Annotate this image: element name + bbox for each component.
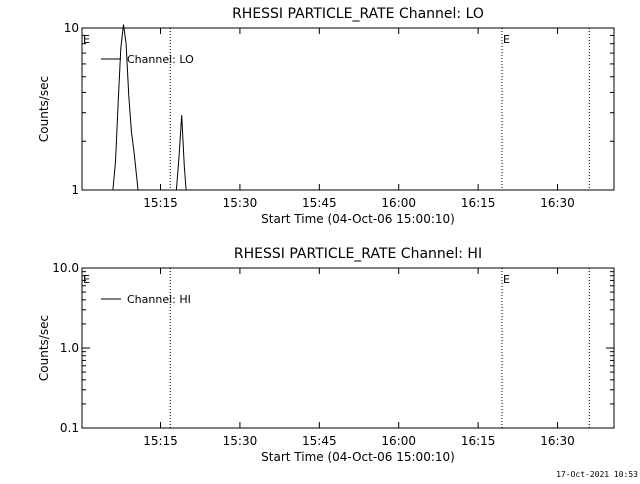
panel1-marker-label: E	[83, 33, 90, 46]
panel2-y-tick-label: 10.0	[52, 261, 79, 275]
panel1-title: RHESSI PARTICLE_RATE Channel: LO	[232, 6, 484, 22]
panel2-y-tick-label: 1.0	[60, 341, 79, 355]
panel1-x-tick-label: 16:00	[381, 196, 416, 210]
panel1-plot-frame	[81, 27, 615, 191]
panel1-y-axis-label: Counts/sec	[37, 76, 51, 142]
panel2-x-axis-label: Start Time (04-Oct-06 15:00:10)	[261, 450, 455, 464]
panel2-x-tick-label: 16:30	[540, 434, 575, 448]
panel1-x-tick-label: 15:30	[223, 196, 258, 210]
panel2-x-tick-label: 15:30	[223, 434, 258, 448]
panel2-y-tick-label: 0.1	[60, 421, 79, 435]
panel1-series-line	[112, 24, 139, 191]
panel1-y-tick-label: 10	[64, 21, 79, 35]
panel2-x-tick-label: 15:15	[143, 434, 178, 448]
panel2-x-tick-label: 16:00	[381, 434, 416, 448]
panel2-marker-label: E	[83, 273, 90, 286]
panel1-legend-label: Channel: LO	[127, 53, 194, 66]
panel1-y-tick-label: 1	[71, 183, 79, 197]
panel1-x-tick-label: 16:30	[540, 196, 575, 210]
panel1-x-tick-label: 15:15	[143, 196, 178, 210]
panel2-y-axis-label: Counts/sec	[37, 315, 51, 381]
panel1-series-line	[175, 115, 187, 191]
panel2-plot-frame	[81, 267, 615, 429]
panel1-x-axis-label: Start Time (04-Oct-06 15:00:10)	[261, 212, 455, 226]
generation-timestamp: 17-Oct-2021 10:53	[556, 470, 638, 479]
panel2: RHESSI PARTICLE_RATE Channel: HI Start Ti…	[37, 246, 615, 464]
panel1-marker-label: E	[503, 33, 510, 46]
panel1: RHESSI PARTICLE_RATE Channel: LO Start Ti…	[37, 6, 615, 226]
panel2-marker-label: E	[503, 273, 510, 286]
panel2-x-tick-label: 15:45	[302, 434, 337, 448]
panel2-title: RHESSI PARTICLE_RATE Channel: HI	[234, 246, 482, 262]
panel1-x-tick-label: 15:45	[302, 196, 337, 210]
panel2-x-tick-label: 16:15	[461, 434, 496, 448]
panel1-x-tick-label: 16:15	[461, 196, 496, 210]
panel2-legend-label: Channel: HI	[127, 293, 191, 306]
